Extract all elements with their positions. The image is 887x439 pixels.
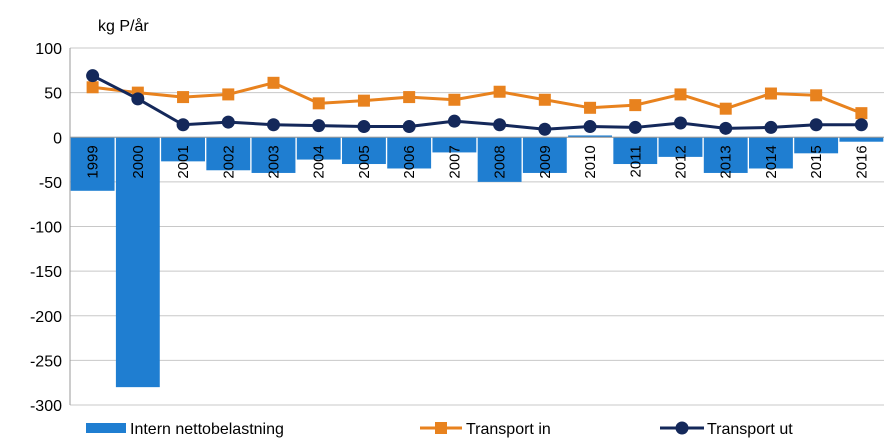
legend-swatch-intern-nettobelastning bbox=[86, 423, 126, 433]
point-transport-ut-2006 bbox=[402, 120, 416, 134]
bar-2013 bbox=[703, 137, 748, 173]
y-tick-label: -100 bbox=[30, 220, 62, 237]
point-transport-in-2005 bbox=[357, 94, 370, 107]
point-transport-ut-2011 bbox=[628, 120, 642, 134]
y-tick-label: 50 bbox=[44, 86, 62, 103]
x-tick-labels: 1999 2000 2001 2002 2003 2004 2005 2006 2007 2008… bbox=[85, 145, 871, 178]
point-transport-ut-2016 bbox=[854, 118, 868, 132]
x-tick-label-2009: 2009 bbox=[537, 145, 554, 178]
bar-2006 bbox=[387, 137, 432, 169]
y-tick-label: -150 bbox=[30, 264, 62, 281]
point-transport-ut-1999 bbox=[86, 69, 100, 83]
y-tick-label: -300 bbox=[30, 398, 62, 415]
bar-2012 bbox=[658, 137, 703, 157]
line-transport-ut bbox=[91, 74, 862, 131]
point-transport-ut-2005 bbox=[357, 120, 371, 134]
x-tick-label-2010: 2010 bbox=[582, 145, 599, 178]
bar-2015 bbox=[794, 137, 839, 154]
point-transport-ut-2002 bbox=[221, 115, 235, 129]
bar-2009 bbox=[522, 137, 567, 173]
point-transport-ut-2014 bbox=[764, 120, 778, 134]
x-tick-label-2001: 2001 bbox=[175, 145, 192, 178]
point-transport-in-2016 bbox=[855, 107, 868, 120]
x-tick-label-2002: 2002 bbox=[220, 145, 237, 178]
bar-2005 bbox=[342, 137, 386, 165]
point-transport-ut-2013 bbox=[719, 121, 733, 135]
line-series bbox=[86, 69, 868, 136]
point-transport-in-2014 bbox=[764, 87, 777, 100]
x-tick-label-2004: 2004 bbox=[311, 145, 328, 178]
point-transport-ut-2010 bbox=[583, 120, 597, 134]
point-transport-ut-2012 bbox=[674, 116, 687, 130]
point-transport-in-2002 bbox=[222, 88, 235, 101]
bar-2003 bbox=[251, 137, 296, 173]
point-transport-ut-2008 bbox=[493, 118, 507, 132]
bar-2000 bbox=[115, 137, 160, 388]
bar-2002 bbox=[206, 137, 251, 171]
point-transport-in-2004 bbox=[312, 97, 325, 110]
bar-2007 bbox=[432, 137, 477, 153]
y-tick-label: -50 bbox=[39, 175, 62, 192]
x-tick-label-2005: 2005 bbox=[356, 145, 373, 178]
y-tick-label: 100 bbox=[35, 41, 62, 58]
x-tick-label-2006: 2006 bbox=[401, 145, 418, 178]
point-transport-in-2013 bbox=[719, 102, 732, 115]
point-transport-in-2011 bbox=[629, 99, 642, 112]
y-unit-label: kg P/år bbox=[98, 17, 149, 35]
x-tick-label-2016: 2016 bbox=[853, 145, 870, 178]
x-tick-label-2015: 2015 bbox=[808, 145, 825, 178]
point-transport-ut-2007 bbox=[447, 114, 461, 128]
x-tick-label-2000: 2000 bbox=[130, 145, 147, 178]
point-transport-in-2010 bbox=[584, 101, 597, 114]
point-transport-ut-2001 bbox=[176, 118, 190, 132]
point-transport-in-1999 bbox=[86, 81, 99, 94]
bar-2004 bbox=[296, 137, 341, 160]
legend-label-transport-ut: Transport ut bbox=[707, 421, 793, 438]
x-tick-label-2007: 2007 bbox=[446, 145, 463, 178]
legend-label-intern-nettobelastning: Intern nettobelastning bbox=[130, 421, 284, 438]
point-transport-in-2015 bbox=[810, 89, 823, 102]
legend-marker-transport-ut bbox=[675, 421, 689, 435]
grid-lines bbox=[70, 47, 884, 406]
x-tick-label-2011: 2011 bbox=[627, 145, 644, 177]
bar-series bbox=[70, 135, 884, 388]
point-transport-in-2007 bbox=[448, 93, 461, 106]
legend-marker-transport-in bbox=[435, 422, 447, 434]
point-transport-in-2008 bbox=[493, 85, 506, 98]
point-transport-ut-2004 bbox=[312, 119, 326, 133]
point-transport-in-2003 bbox=[267, 76, 280, 89]
bar-2008 bbox=[477, 137, 522, 182]
bar-2010 bbox=[568, 135, 612, 138]
point-transport-ut-2009 bbox=[538, 122, 552, 136]
y-tick-label: 0 bbox=[53, 130, 62, 147]
point-transport-ut-2003 bbox=[267, 118, 280, 132]
point-transport-in-2001 bbox=[177, 91, 190, 104]
point-transport-in-2006 bbox=[403, 91, 416, 104]
x-tick-label-1999: 1999 bbox=[85, 145, 102, 178]
x-tick-label-2003: 2003 bbox=[266, 145, 283, 178]
y-tick-label: -250 bbox=[30, 353, 62, 370]
bar-2014 bbox=[749, 137, 793, 169]
x-tick-label-2012: 2012 bbox=[673, 145, 690, 178]
y-tick-labels: 100 50 0 -50 -100 -150 -200 -250 -300 bbox=[30, 41, 62, 415]
x-tick-label-2008: 2008 bbox=[492, 145, 509, 178]
point-transport-in-2012 bbox=[674, 88, 687, 101]
x-tick-label-2014: 2014 bbox=[763, 145, 780, 178]
x-tick-label-2013: 2013 bbox=[718, 145, 735, 178]
y-tick-label: -200 bbox=[30, 309, 62, 326]
bar-1999 bbox=[70, 137, 115, 191]
point-transport-ut-2015 bbox=[809, 118, 823, 132]
bar-2011 bbox=[613, 137, 658, 165]
bar-2001 bbox=[161, 137, 205, 162]
line-transport-in bbox=[92, 81, 862, 115]
point-transport-in-2009 bbox=[538, 93, 551, 106]
bar-2016 bbox=[839, 137, 884, 142]
point-transport-ut-2000 bbox=[131, 92, 145, 106]
legend-label-transport-in: Transport in bbox=[466, 421, 551, 438]
legend: Intern nettobelastning Transport in Tran… bbox=[86, 421, 793, 438]
